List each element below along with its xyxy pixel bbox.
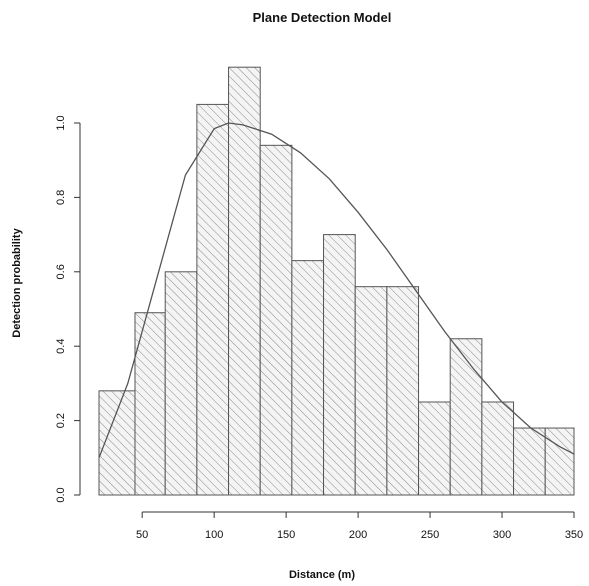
histogram-bar bbox=[481, 401, 515, 496]
histogram-bar bbox=[291, 260, 325, 496]
x-tick-label: 150 bbox=[277, 529, 295, 541]
y-tick-label: 0.6 bbox=[55, 264, 67, 279]
histogram-bar bbox=[544, 427, 575, 496]
y-tick-label: 0.8 bbox=[55, 190, 67, 205]
x-tick-label: 250 bbox=[421, 529, 439, 541]
y-tick-label: 0.0 bbox=[55, 487, 67, 502]
histogram-bar bbox=[164, 271, 198, 496]
histogram-bar bbox=[354, 286, 388, 496]
histogram-bar bbox=[449, 338, 483, 496]
y-tick-label: 1.0 bbox=[55, 115, 67, 130]
x-tick-label: 300 bbox=[493, 529, 511, 541]
x-tick-label: 200 bbox=[349, 529, 367, 541]
histogram-bar bbox=[228, 66, 261, 496]
histogram-bar bbox=[323, 234, 356, 496]
y-axis-label: Detection probability bbox=[11, 227, 23, 337]
histogram-bar bbox=[259, 144, 293, 496]
bars-group bbox=[98, 66, 575, 496]
chart-title: Plane Detection Model bbox=[253, 10, 392, 25]
histogram-bar bbox=[386, 286, 420, 496]
x-tick-label: 50 bbox=[136, 529, 148, 541]
x-tick-label: 100 bbox=[205, 529, 223, 541]
x-tick-label: 350 bbox=[565, 529, 583, 541]
y-tick-label: 0.4 bbox=[55, 339, 67, 354]
x-axis-label: Distance (m) bbox=[289, 569, 355, 581]
histogram-bar bbox=[418, 401, 451, 496]
detection-curve bbox=[98, 122, 575, 459]
histogram-bar bbox=[134, 312, 166, 496]
y-axis: 0.0 0.2 0.4 0.6 0.8 1.0 bbox=[55, 115, 81, 503]
x-axis: 50 100 150 200 250 300 350 bbox=[136, 511, 583, 541]
y-tick-label: 0.2 bbox=[55, 413, 67, 428]
histogram-bar bbox=[196, 103, 230, 496]
histogram-bar bbox=[513, 427, 546, 496]
